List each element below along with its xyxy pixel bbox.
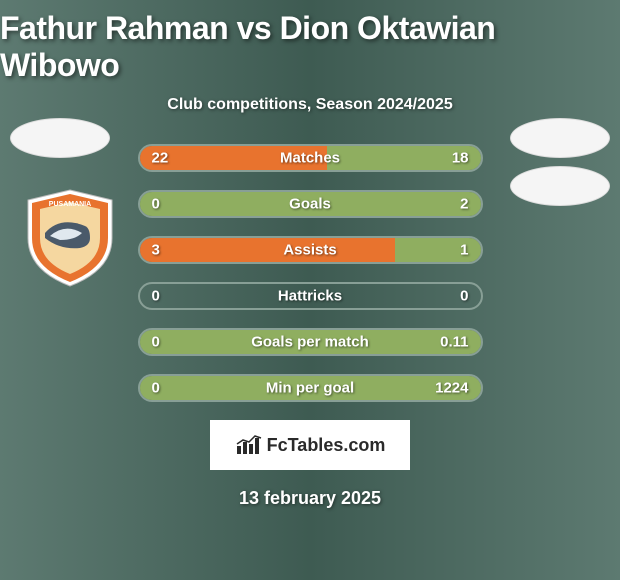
stat-label: Hattricks <box>278 288 342 305</box>
comparison-infographic: Fathur Rahman vs Dion Oktawian Wibowo Cl… <box>0 0 620 580</box>
stat-label: Matches <box>280 150 340 167</box>
stat-value-left: 0 <box>152 196 160 213</box>
stat-value-left: 22 <box>152 150 169 167</box>
stat-value-left: 0 <box>152 380 160 397</box>
stat-value-right: 1 <box>460 242 468 259</box>
stat-label: Min per goal <box>266 380 354 397</box>
page-subtitle: Club competitions, Season 2024/2025 <box>167 96 452 114</box>
stat-value-right: 0.11 <box>440 334 468 351</box>
stat-value-right: 1224 <box>435 380 468 397</box>
stat-value-left: 3 <box>152 242 160 259</box>
stat-value-left: 0 <box>152 334 160 351</box>
stats-list: 2218Matches02Goals31Assists00Hattricks00… <box>138 144 483 402</box>
stat-value-right: 2 <box>460 196 468 213</box>
brand-box: FcTables.com <box>210 420 410 470</box>
player-avatar-left <box>10 118 110 158</box>
stat-row: 0 2 Goals <box>138 190 483 218</box>
player-avatar-right-1 <box>510 118 610 158</box>
stat-value-left: 0 <box>152 288 160 305</box>
stat-row: 3 1 Assists <box>138 236 483 264</box>
stat-label: Goals per match <box>251 334 369 351</box>
stat-row: 0 0.11 Goals per match <box>138 328 483 356</box>
stat-value-right: 18 <box>452 150 469 167</box>
stat-label: Assists <box>283 242 336 259</box>
date-text: 13 february 2025 <box>239 488 381 509</box>
stat-row: 0 0 Hattricks <box>138 282 483 310</box>
chart-icon <box>235 434 263 456</box>
brand-text: FcTables.com <box>267 435 386 456</box>
badge-text: PUSAMANIA <box>49 201 91 208</box>
player-avatar-right-2 <box>510 166 610 206</box>
stat-bar-left <box>140 238 396 262</box>
stat-row: 0 1224 Min per goal <box>138 374 483 402</box>
stat-label: Goals <box>289 196 331 213</box>
stat-value-right: 0 <box>460 288 468 305</box>
page-title: Fathur Rahman vs Dion Oktawian Wibowo <box>0 10 620 84</box>
club-badge-left: PUSAMANIA <box>20 188 120 288</box>
stat-row: 22 18 Matches <box>138 144 483 172</box>
shield-icon: PUSAMANIA <box>20 188 120 288</box>
